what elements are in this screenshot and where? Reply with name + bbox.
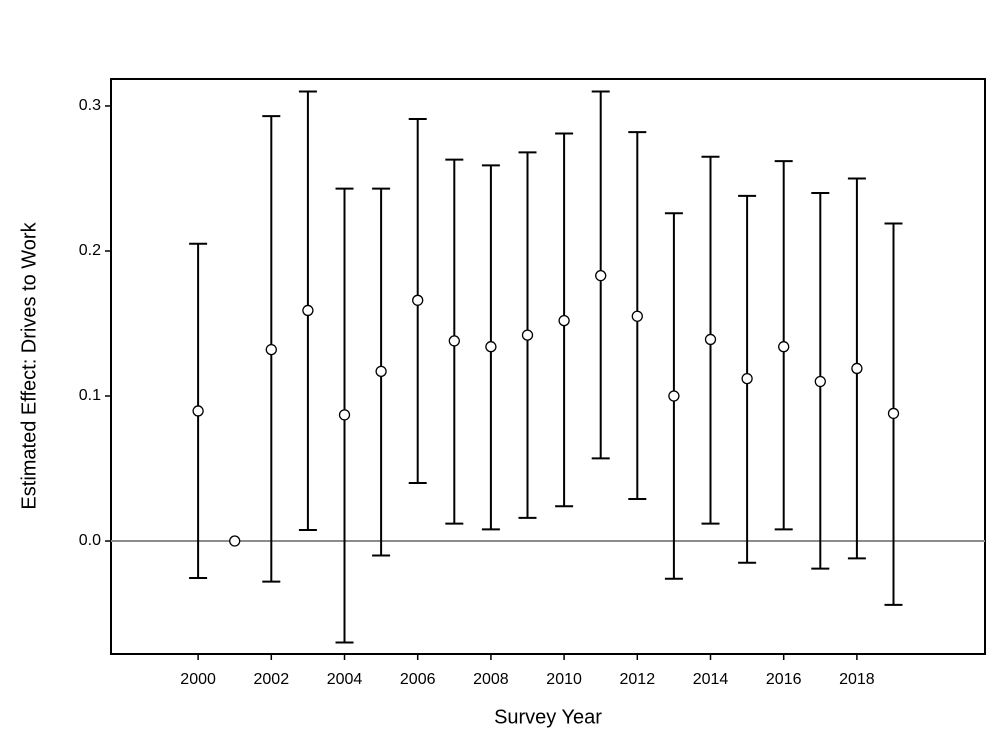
point	[741, 372, 753, 385]
point	[851, 362, 863, 375]
point	[595, 269, 607, 282]
x-tick-label: 2016	[766, 671, 802, 688]
point	[302, 304, 314, 317]
point	[485, 341, 497, 353]
point	[338, 409, 351, 421]
x-tick-label: 2012	[620, 671, 656, 688]
x-tick-label: 2004	[327, 671, 363, 688]
x-tick-label: 2002	[254, 671, 290, 688]
point	[631, 310, 643, 322]
x-axis-label: Survey Year	[494, 706, 602, 728]
point	[229, 535, 241, 547]
y-tick-label: 0.3	[79, 97, 101, 114]
x-tick-label: 2006	[400, 671, 436, 688]
point	[412, 294, 424, 306]
point	[668, 390, 680, 402]
point	[375, 365, 387, 378]
point	[265, 343, 277, 356]
point	[778, 341, 790, 353]
x-tick-label: 2014	[693, 671, 729, 688]
point	[814, 375, 826, 388]
x-tick-label: 2018	[839, 671, 875, 688]
y-axis-label: Estimated Effect: Drives to Work	[18, 221, 40, 509]
plot-frame	[110, 78, 986, 655]
y-tick-label: 0.1	[79, 387, 101, 404]
x-tick-label: 2008	[473, 671, 509, 688]
y-tick-label: 0.0	[79, 532, 101, 549]
point	[192, 405, 204, 417]
point	[704, 333, 717, 346]
point	[521, 329, 534, 341]
x-tick-label: 2010	[546, 671, 582, 688]
point	[558, 314, 570, 327]
point	[887, 407, 900, 420]
x-tick-label: 2000	[180, 671, 216, 688]
point	[448, 335, 460, 347]
y-tick-label: 0.2	[79, 242, 101, 259]
